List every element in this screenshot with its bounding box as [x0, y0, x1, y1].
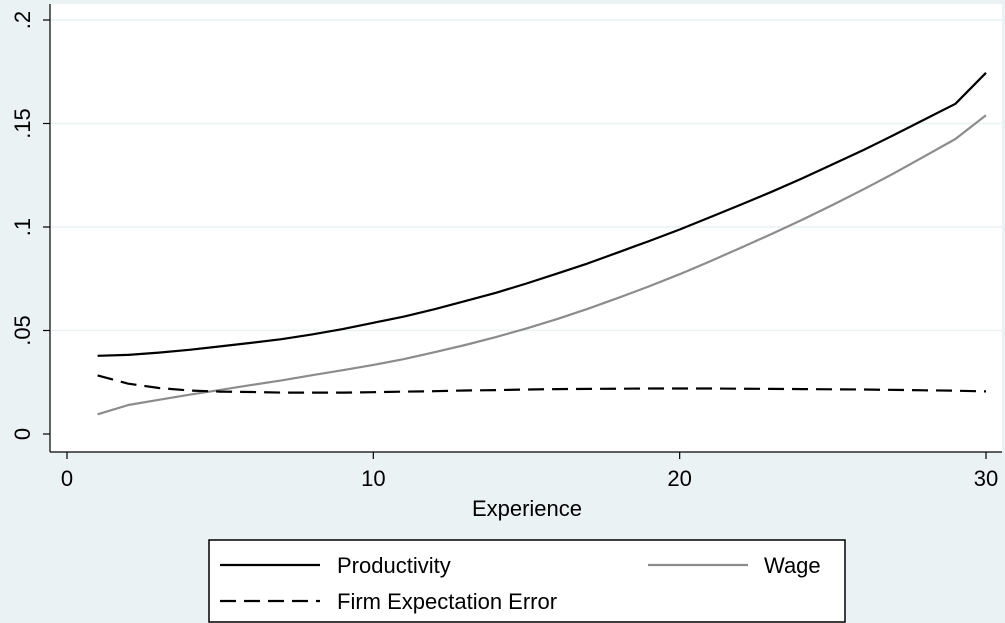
- grid-lines: [50, 19, 1002, 332]
- series-lines: [97, 72, 987, 416]
- y-tick-label: 0: [10, 428, 35, 440]
- x-tick-label: 10: [361, 466, 385, 491]
- axes: 0 .05 .1 .15 .2 0 10 20 30: [10, 4, 1002, 491]
- x-tick-label: 30: [974, 466, 998, 491]
- plot-area: [50, 4, 1002, 452]
- series-line-productivity: [97, 72, 987, 357]
- legend-box: [208, 539, 846, 623]
- series-line-firm-expectation-error: [97, 374, 987, 394]
- legend-label: Firm Expectation Error: [337, 589, 557, 614]
- legend-label: Productivity: [337, 553, 451, 578]
- y-tick-label: .15: [10, 108, 35, 139]
- series-line-wage: [97, 114, 987, 416]
- y-tick-label: .2: [10, 11, 35, 29]
- x-tick-label: 20: [667, 466, 691, 491]
- legend: Productivity Wage Firm Expectation Error: [208, 539, 846, 623]
- legend-label: Wage: [764, 553, 821, 578]
- x-axis-title: Experience: [472, 496, 582, 521]
- x-tick-label: 0: [61, 466, 73, 491]
- y-tick-label: .1: [10, 218, 35, 236]
- y-tick-label: .05: [10, 315, 35, 346]
